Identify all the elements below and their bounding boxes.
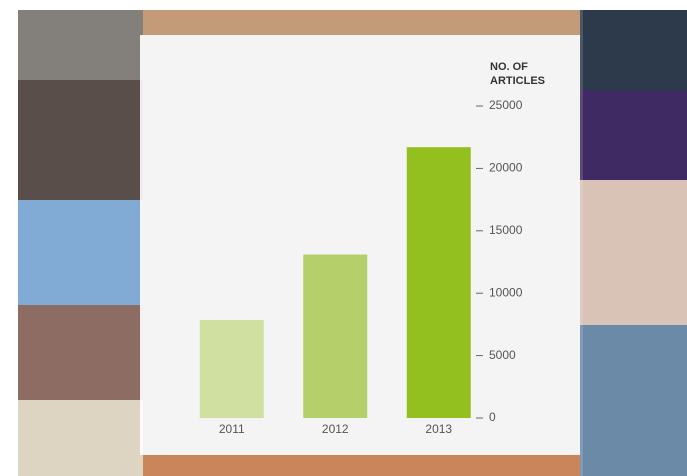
y-tick-label: 25000 [489, 98, 523, 112]
bar [303, 254, 368, 418]
y-tick-label: 0 [489, 410, 496, 424]
y-tick-label: 15000 [489, 223, 523, 237]
y-tick-label: 20000 [489, 161, 523, 175]
collage-tile [18, 400, 143, 476]
collage-tile [143, 10, 583, 35]
collage-tile [18, 10, 143, 80]
x-tick-label: 2013 [425, 422, 452, 436]
collage-tile [143, 455, 583, 476]
collage-tile [18, 305, 143, 400]
y-axis-label: ARTICLES [490, 75, 545, 87]
collage-tile [18, 200, 143, 305]
collage-tile [580, 90, 687, 180]
collage-tile [18, 80, 143, 200]
collage-tile [580, 10, 687, 90]
bar [199, 320, 264, 418]
collage-tile [580, 325, 687, 476]
bar [406, 147, 471, 418]
y-tick-label: 10000 [489, 285, 523, 299]
y-axis-label: NO. OF [490, 61, 528, 73]
x-tick-label: 2011 [219, 422, 245, 436]
y-tick-label: 5000 [489, 348, 516, 362]
x-tick-label: 2012 [322, 422, 349, 436]
collage-tile [580, 180, 687, 325]
